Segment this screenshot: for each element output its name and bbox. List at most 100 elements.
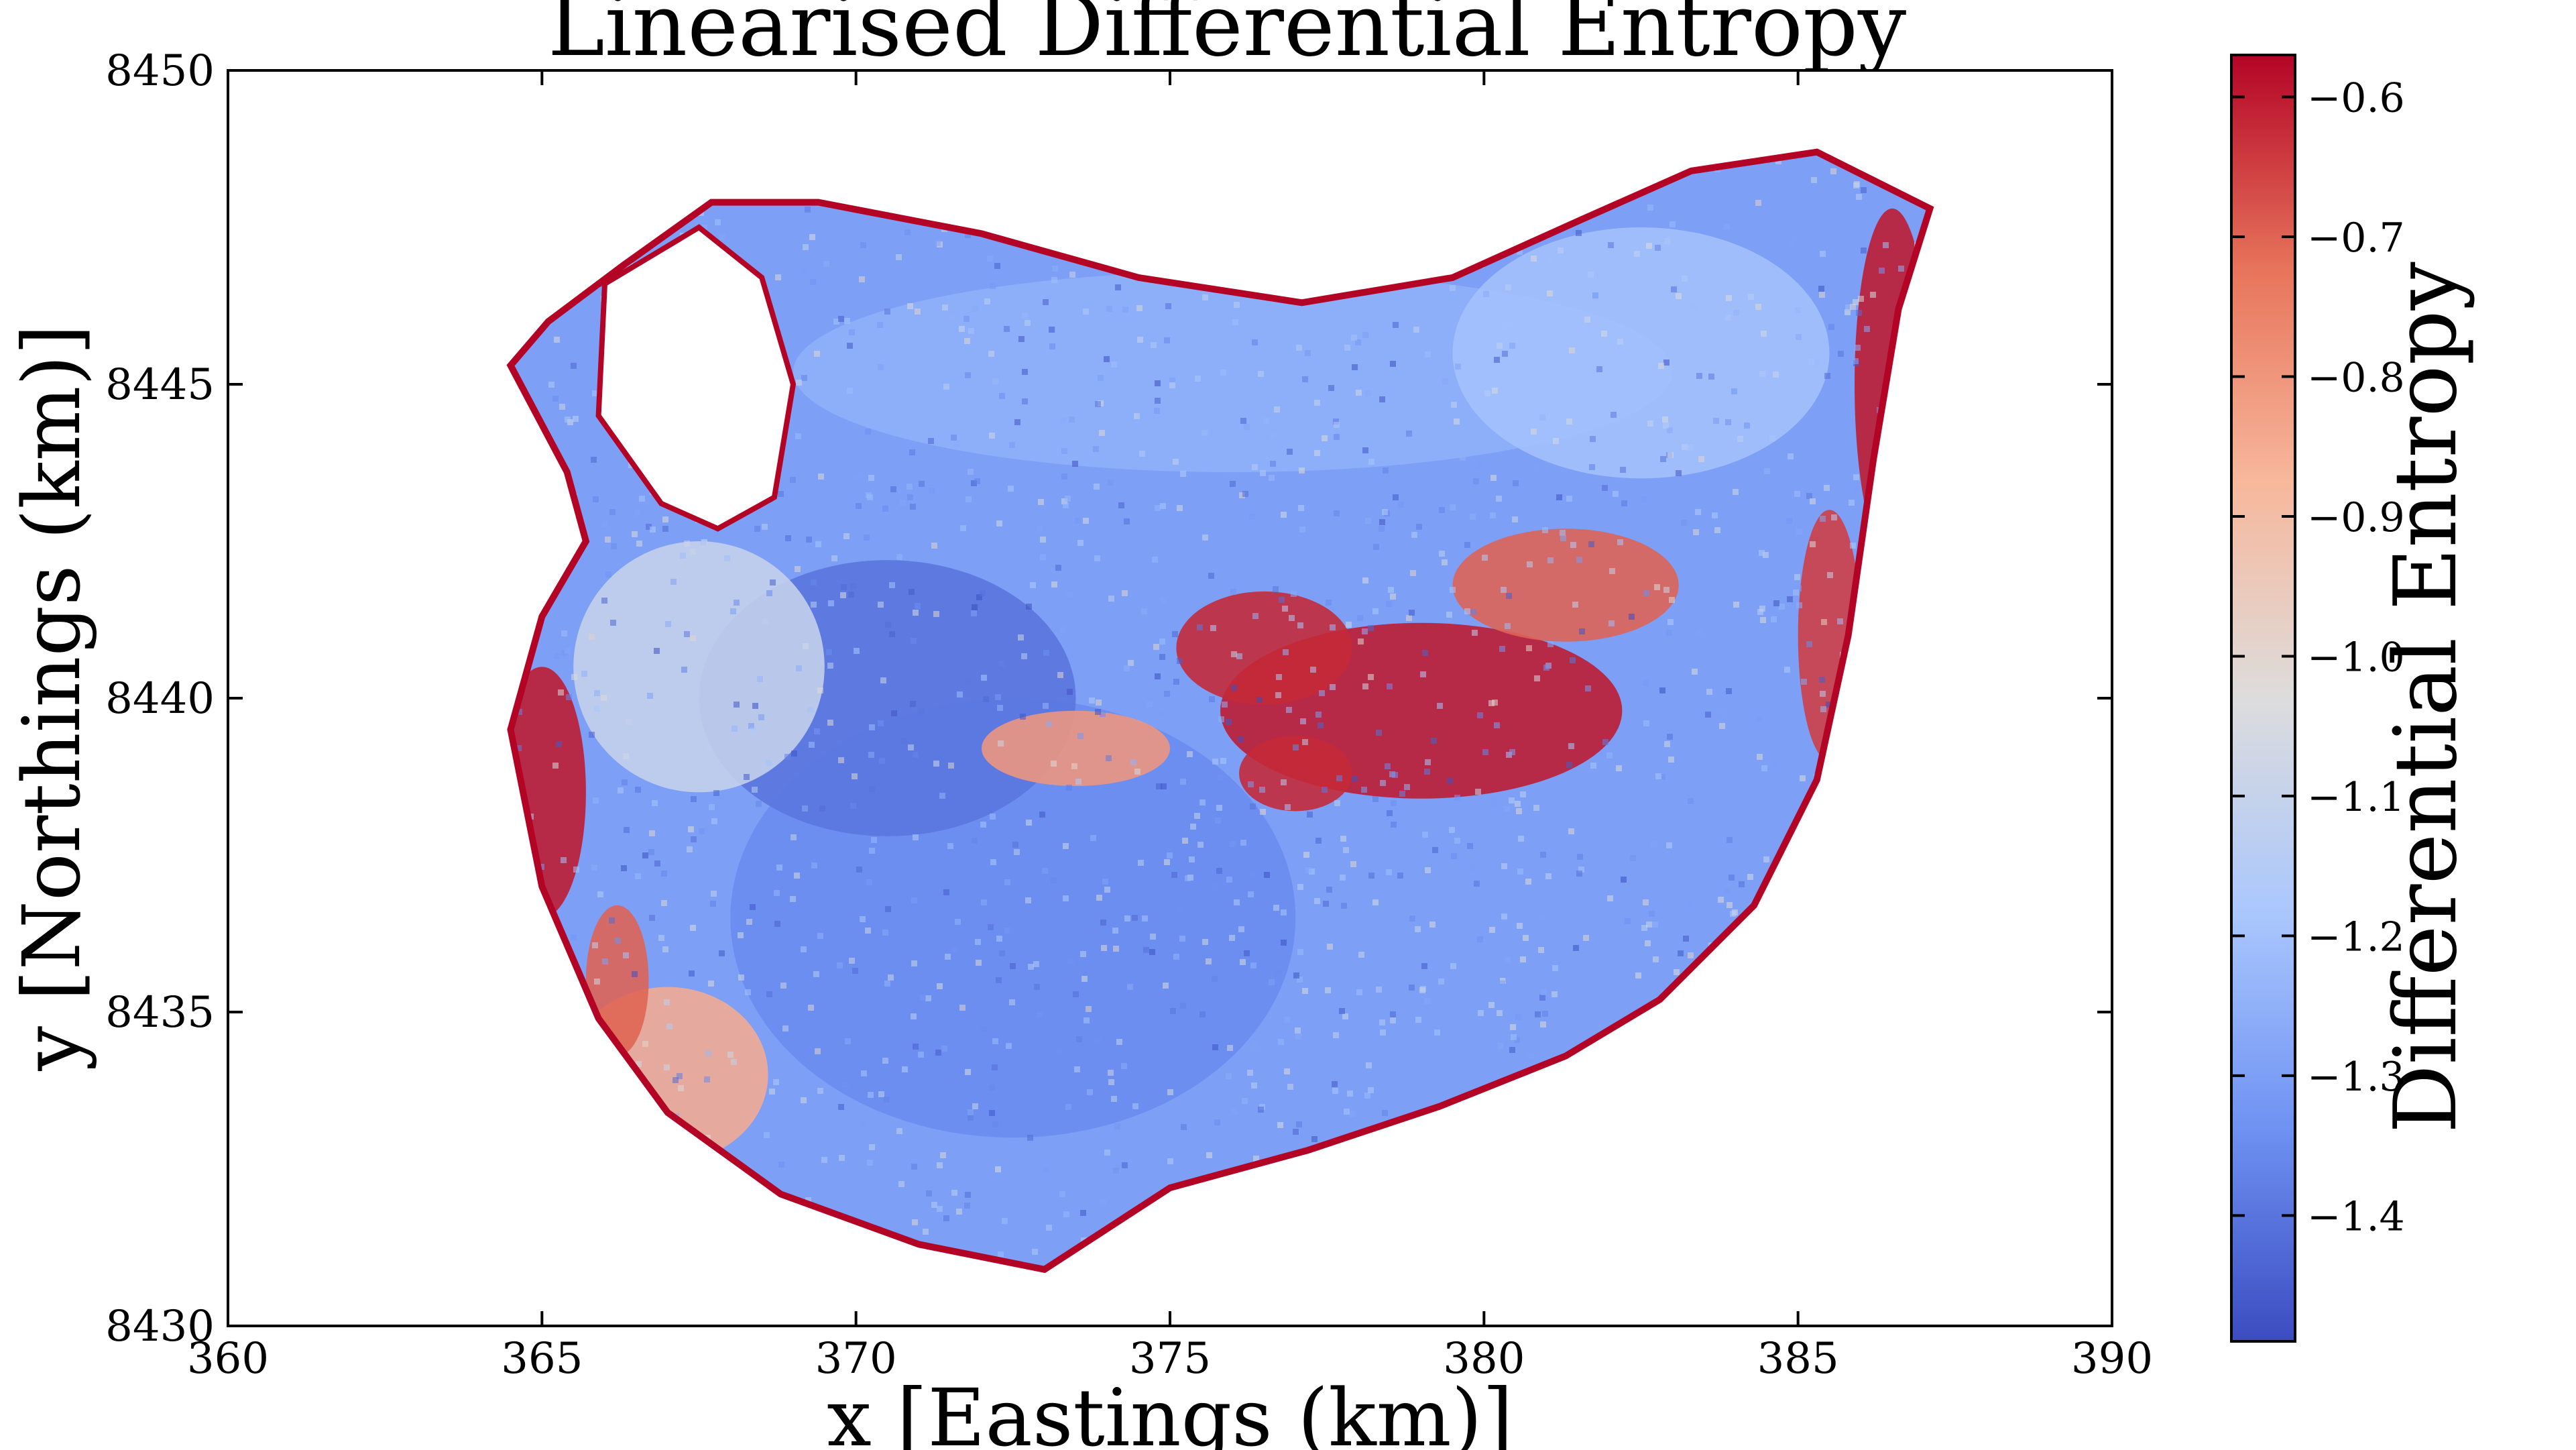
field-speckle bbox=[845, 1038, 851, 1044]
field-speckle bbox=[1244, 424, 1250, 430]
field-speckle bbox=[1451, 402, 1457, 408]
field-speckle bbox=[983, 696, 989, 702]
field-speckle bbox=[968, 1109, 974, 1115]
field-speckle bbox=[1100, 919, 1106, 926]
field-speckle bbox=[1260, 809, 1266, 815]
field-speckle bbox=[945, 954, 951, 960]
field-speckle bbox=[1643, 899, 1649, 905]
field-zone bbox=[793, 271, 1673, 473]
field-speckle bbox=[911, 1013, 917, 1019]
field-speckle bbox=[980, 822, 986, 828]
field-speckle bbox=[1729, 875, 1735, 881]
field-speckle bbox=[1322, 787, 1328, 793]
field-speckle bbox=[1332, 1081, 1338, 1087]
field-speckle bbox=[1431, 738, 1437, 744]
field-speckle bbox=[1372, 608, 1379, 614]
field-speckle bbox=[1713, 418, 1719, 424]
field-speckle bbox=[621, 865, 627, 871]
field-speckle bbox=[1230, 589, 1236, 595]
field-speckle bbox=[1540, 1021, 1546, 1027]
field-speckle bbox=[1520, 791, 1526, 797]
field-speckle bbox=[642, 852, 648, 858]
field-speckle bbox=[1585, 685, 1591, 691]
field-speckle bbox=[1118, 502, 1124, 508]
field-speckle bbox=[1607, 895, 1613, 901]
colorbar-tick-label: −1.1 bbox=[2307, 774, 2405, 821]
field-speckle bbox=[754, 526, 760, 532]
field-speckle bbox=[1566, 419, 1572, 425]
field-speckle bbox=[1179, 936, 1185, 942]
field-speckle bbox=[901, 738, 907, 744]
field-speckle bbox=[626, 719, 632, 725]
field-speckle bbox=[1177, 505, 1183, 511]
field-speckle bbox=[822, 559, 828, 565]
field-speckle bbox=[1819, 292, 1825, 298]
field-speckle bbox=[1368, 674, 1374, 680]
field-speckle bbox=[1454, 838, 1460, 844]
field-speckle bbox=[1134, 413, 1140, 419]
field-speckle bbox=[884, 309, 890, 315]
field-speckle bbox=[1376, 730, 1382, 736]
field-speckle bbox=[1282, 606, 1288, 612]
field-speckle bbox=[1488, 700, 1495, 706]
field-speckle bbox=[1786, 518, 1792, 524]
field-speckle bbox=[919, 481, 925, 487]
field-speckle bbox=[908, 744, 914, 750]
field-speckle bbox=[565, 416, 571, 423]
field-speckle bbox=[1258, 371, 1264, 377]
field-speckle bbox=[1242, 1098, 1248, 1104]
field-speckle bbox=[1632, 293, 1638, 299]
field-speckle bbox=[1517, 869, 1523, 875]
field-speckle bbox=[1484, 390, 1490, 396]
field-speckle bbox=[1112, 928, 1118, 934]
field-speckle bbox=[1202, 939, 1208, 945]
field-speckle bbox=[913, 752, 919, 758]
field-speckle bbox=[909, 449, 915, 455]
field-speckle bbox=[1664, 741, 1670, 747]
field-speckle bbox=[1202, 294, 1208, 300]
field-speckle bbox=[573, 867, 579, 873]
field-speckle bbox=[1424, 998, 1430, 1004]
field-speckle bbox=[1410, 570, 1416, 576]
field-speckle bbox=[1161, 783, 1167, 789]
x-tick-label: 370 bbox=[815, 1334, 897, 1384]
field-speckle bbox=[746, 919, 752, 925]
field-speckle bbox=[709, 804, 715, 810]
field-speckle bbox=[636, 541, 642, 547]
field-speckle bbox=[1030, 582, 1036, 588]
field-speckle bbox=[1771, 616, 1777, 622]
field-zone bbox=[1176, 591, 1352, 705]
field-speckle bbox=[1368, 459, 1374, 465]
field-speckle bbox=[1667, 734, 1673, 740]
field-speckle bbox=[1386, 601, 1392, 607]
field-speckle bbox=[1572, 602, 1578, 608]
field-speckle bbox=[677, 1073, 683, 1079]
field-speckle bbox=[1850, 304, 1856, 310]
field-speckle bbox=[827, 720, 833, 726]
field-speckle bbox=[1496, 496, 1502, 502]
field-speckle bbox=[1173, 459, 1179, 465]
field-speckle bbox=[1180, 471, 1186, 477]
field-zone bbox=[1452, 528, 1679, 642]
field-speckle bbox=[1100, 1199, 1106, 1205]
field-speckle bbox=[1861, 187, 1867, 193]
field-speckle bbox=[1141, 608, 1147, 614]
field-speckle bbox=[1761, 765, 1767, 771]
field-speckle bbox=[1155, 673, 1161, 679]
field-speckle bbox=[1477, 936, 1483, 942]
field-speckle bbox=[1202, 430, 1208, 436]
field-speckle bbox=[1147, 702, 1153, 708]
field-speckle bbox=[610, 620, 616, 626]
field-speckle bbox=[1240, 418, 1246, 424]
field-speckle bbox=[1248, 891, 1254, 897]
field-speckle bbox=[1232, 319, 1238, 325]
field-speckle bbox=[1425, 351, 1431, 357]
field-speckle bbox=[1526, 645, 1532, 651]
field-speckle bbox=[1732, 909, 1738, 915]
field-speckle bbox=[828, 600, 834, 606]
field-speckle bbox=[1602, 485, 1608, 491]
field-speckle bbox=[989, 1084, 995, 1091]
field-speckle bbox=[937, 1162, 943, 1168]
field-speckle bbox=[1051, 277, 1057, 283]
